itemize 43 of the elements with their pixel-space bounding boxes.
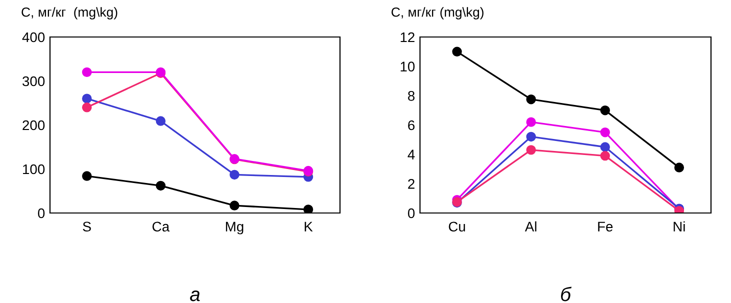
y-tick-label: 10: [400, 62, 415, 72]
point: [156, 180, 166, 191]
x-tick-label: Al: [524, 221, 536, 232]
y-tick-label: 100: [23, 164, 45, 174]
point: [526, 94, 536, 104]
x-tick-label: Mg: [226, 222, 244, 234]
point: [452, 46, 462, 57]
point: [82, 94, 92, 104]
x-tick-label: Ni: [674, 221, 685, 232]
point: [526, 132, 536, 142]
x-tick-label: Ca: [152, 222, 170, 232]
y-axis-title: С, мг/кг (mg\kg): [22, 7, 118, 20]
point: [600, 127, 610, 138]
y-tick-label: 4: [408, 150, 415, 160]
y-tick-label: 12: [400, 32, 414, 42]
y-tick-label: 8: [408, 91, 415, 101]
point: [82, 102, 92, 112]
point: [230, 170, 240, 180]
point: [303, 204, 314, 213]
point: [230, 200, 240, 210]
y-tick-label: 300: [22, 76, 45, 86]
y-tick-label: 400: [22, 32, 45, 42]
x-tick-label: S: [82, 222, 91, 232]
point: [156, 116, 166, 126]
point: [82, 171, 92, 181]
point: [674, 162, 684, 172]
y-axis-title: С, мг/кг (mg\kg): [392, 7, 484, 20]
text: а: [190, 290, 200, 302]
y-tick-label: 0: [38, 208, 45, 218]
y-tick-label: 200: [22, 120, 45, 130]
y-tick-label: 0: [408, 208, 415, 218]
text: б: [561, 286, 572, 302]
y-tick-label: 6: [408, 120, 415, 130]
point: [526, 117, 536, 127]
point: [526, 145, 536, 155]
x-tick-label: Fe: [598, 222, 613, 232]
x-tick-label: Cu: [448, 222, 465, 232]
point: [600, 142, 610, 152]
point: [600, 150, 610, 161]
y-tick-label: 2: [408, 179, 414, 189]
point: [600, 105, 610, 116]
point: [82, 67, 92, 78]
x-tick-label: K: [304, 222, 313, 232]
